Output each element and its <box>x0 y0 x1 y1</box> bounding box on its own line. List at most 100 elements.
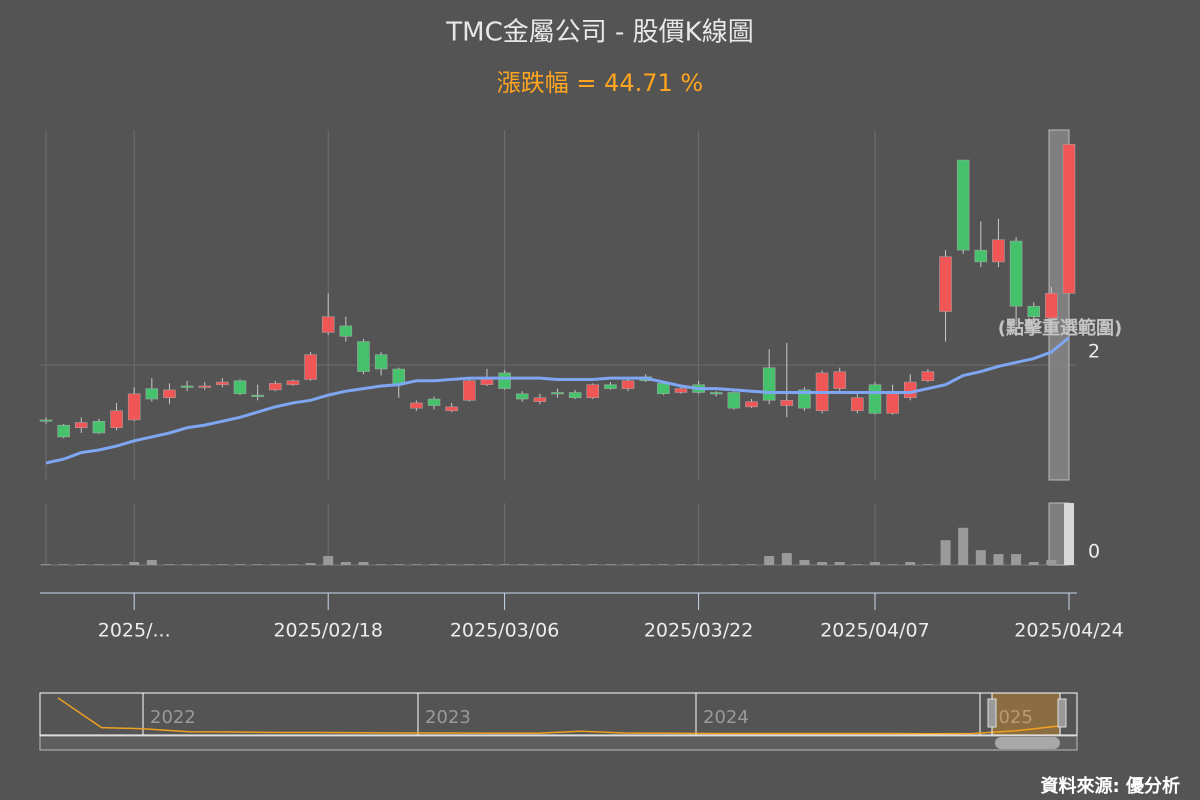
chart-subtitle: 漲跌幅 = 44.71 % <box>497 69 704 97</box>
volume-bar <box>693 564 704 565</box>
volume-bar <box>728 564 739 565</box>
candle-body <box>921 371 935 381</box>
candle-body <box>304 354 317 380</box>
navigator-handle <box>987 698 997 728</box>
volume-bar <box>287 564 298 565</box>
volume-bar <box>781 553 792 565</box>
navigator-selection <box>991 692 1061 736</box>
volume-bar <box>852 564 863 565</box>
volume-bar <box>305 563 316 565</box>
candle-body <box>269 383 282 391</box>
x-tick-label: 2025/02/18 <box>273 620 383 642</box>
moving-average-line <box>45 336 1070 465</box>
candle-body <box>251 394 264 397</box>
candle-body <box>427 398 441 406</box>
volume-bar <box>640 564 651 565</box>
volume-bar <box>517 564 528 565</box>
volume-bar <box>552 564 563 565</box>
candle-body <box>39 419 53 422</box>
candle-body <box>57 424 70 438</box>
candle-body <box>780 400 794 406</box>
navigator-frame <box>39 692 1078 736</box>
volume-bar <box>252 564 263 565</box>
navigator-scrollbar <box>39 735 1078 751</box>
navigator-scroll-thumb[interactable] <box>995 737 1060 749</box>
candle-body <box>904 381 917 398</box>
chart-title: TMC金屬公司 - 股價K線圖 <box>445 18 753 48</box>
volume-bar <box>464 564 475 565</box>
candle-body <box>339 325 353 337</box>
volume-bar <box>887 564 898 565</box>
candle-body <box>321 316 335 333</box>
candle-body <box>568 392 582 398</box>
candle-body <box>762 367 776 401</box>
candle-body <box>163 389 176 398</box>
x-tick-label: 2025/04/07 <box>820 620 930 642</box>
candle-body <box>886 393 899 414</box>
volume-tick-label: 0 <box>1088 541 1100 563</box>
candle-body <box>851 397 864 412</box>
volume-bar <box>869 562 880 565</box>
candle-body <box>445 406 458 412</box>
candle-body <box>410 402 423 409</box>
x-tick-label: 2025/03/06 <box>450 620 560 642</box>
x-tick-label: 2025/03/22 <box>644 620 754 642</box>
volume-bar <box>429 564 440 565</box>
navigator-year-label: 2024 <box>703 707 749 728</box>
candle-body <box>727 392 741 409</box>
volume-bar <box>182 564 193 565</box>
volume-bar <box>922 564 933 565</box>
volume-bar <box>975 550 986 565</box>
navigator-line <box>57 697 1061 735</box>
navigator-year-label: 2022 <box>150 707 196 728</box>
candle-body <box>92 420 106 434</box>
candle-body <box>657 383 670 395</box>
volume-bar <box>1064 503 1074 565</box>
candle-body <box>674 388 688 393</box>
volume-bar <box>146 560 157 565</box>
volume-bar <box>376 564 387 565</box>
volume-bar <box>358 562 369 565</box>
candle-body <box>956 159 970 251</box>
volume-bar <box>481 564 492 565</box>
candle-body <box>974 249 988 263</box>
volume-bar <box>129 562 140 565</box>
candle-body <box>110 410 123 429</box>
candle-body <box>551 392 564 395</box>
candle-body <box>374 354 388 370</box>
candle-body <box>1027 306 1040 318</box>
candle-body <box>463 380 476 401</box>
candle-body <box>216 381 229 385</box>
volume-bar <box>993 554 1004 565</box>
volume-bar <box>605 564 616 565</box>
candle-body <box>939 256 952 312</box>
volume-bar <box>111 564 122 565</box>
candle-body <box>745 401 758 408</box>
volume-bar <box>199 564 210 565</box>
volume-bar <box>958 527 969 565</box>
volume-bar <box>270 564 281 565</box>
candle-body <box>145 388 159 400</box>
candle-body <box>868 384 882 414</box>
volume-bar <box>587 564 598 565</box>
navigator-year-label: 2025 <box>987 707 1033 728</box>
x-tick-label: 2025/04/24 <box>1014 620 1124 642</box>
candle-body <box>1045 292 1058 319</box>
volume-bar <box>940 540 951 565</box>
candle-body <box>180 385 194 388</box>
volume-bar <box>217 564 228 565</box>
y-tick-label: 2 <box>1088 341 1100 363</box>
candle-body <box>992 239 1005 263</box>
volume-bar <box>323 556 334 565</box>
candle-body <box>533 397 547 402</box>
volume-bar <box>817 562 828 565</box>
volume-bar <box>1011 554 1022 565</box>
volume-bar <box>411 564 422 565</box>
candle-body <box>498 372 511 389</box>
navigator-year-label: 2023 <box>425 707 471 728</box>
candle-body <box>233 380 247 395</box>
volume-bar <box>76 564 87 565</box>
candle-body <box>357 341 370 372</box>
volume-bar <box>799 560 810 565</box>
